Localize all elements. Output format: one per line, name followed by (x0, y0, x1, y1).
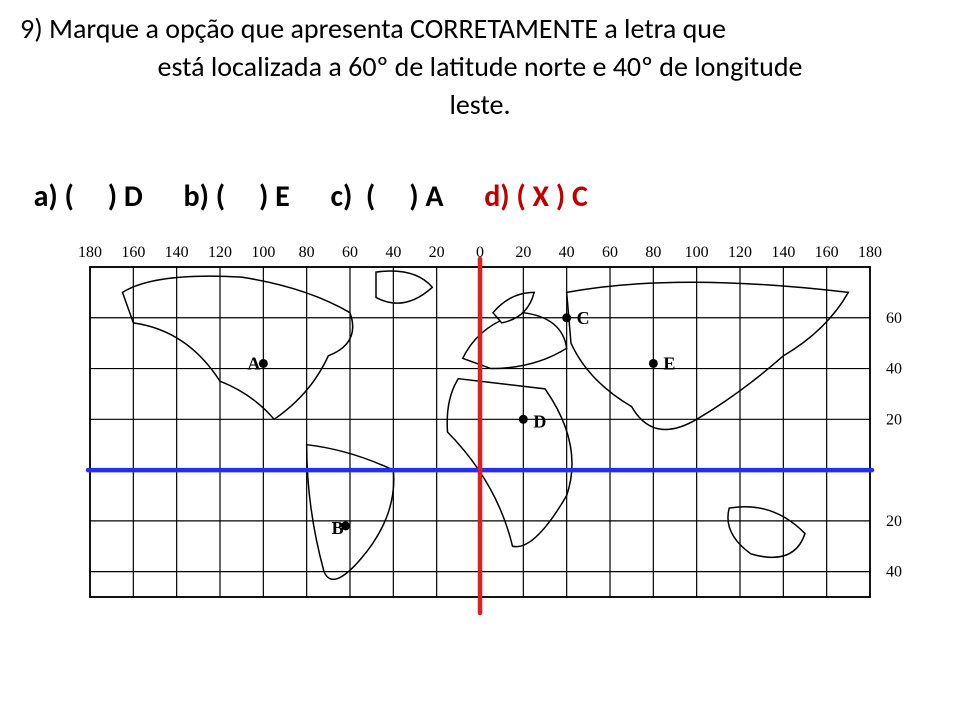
option-d: d) ( X ) C (484, 178, 588, 215)
svg-text:20: 20 (886, 513, 902, 530)
svg-text:C: C (577, 308, 590, 328)
option-b: b) ( ) E (184, 178, 290, 215)
svg-text:80: 80 (645, 244, 661, 261)
svg-text:180: 180 (78, 244, 102, 261)
svg-text:E: E (663, 354, 675, 374)
svg-text:180: 180 (858, 244, 882, 261)
question-line1: Marque a opção que apresenta CORRETAMENT… (49, 11, 726, 46)
svg-text:160: 160 (815, 244, 839, 261)
svg-text:40: 40 (559, 244, 575, 261)
svg-text:20: 20 (515, 244, 531, 261)
svg-text:60: 60 (886, 310, 902, 327)
svg-text:100: 100 (251, 244, 275, 261)
svg-text:20: 20 (886, 412, 902, 429)
svg-text:120: 120 (208, 244, 232, 261)
svg-text:D: D (533, 412, 546, 432)
svg-text:0: 0 (476, 244, 484, 261)
svg-text:60: 60 (342, 244, 358, 261)
question-number: 9) (20, 11, 43, 46)
svg-text:40: 40 (385, 244, 401, 261)
question-line3: leste. (449, 87, 510, 122)
svg-text:140: 140 (165, 244, 189, 261)
svg-text:100: 100 (685, 244, 709, 261)
svg-text:40: 40 (886, 361, 902, 378)
svg-text:A: A (247, 354, 260, 374)
question-line2: está localizada a 60º de latitude norte … (158, 49, 803, 84)
svg-text:140: 140 (771, 244, 795, 261)
svg-text:60: 60 (602, 244, 618, 261)
question-text: 9) Marque a opção que apresenta CORRETAM… (20, 10, 940, 123)
svg-text:40: 40 (886, 564, 902, 581)
svg-text:20: 20 (429, 244, 445, 261)
answer-options: a) ( ) D b) ( ) E c) ( ) A d) ( X ) C (20, 141, 940, 215)
world-map: 180 160 140 120 100 80 60 40 20 0 20 40 60 80 100 120 14… (40, 237, 920, 617)
svg-text:160: 160 (121, 244, 145, 261)
svg-text:120: 120 (728, 244, 752, 261)
option-c: c) ( ) A (330, 178, 443, 215)
svg-text:80: 80 (299, 244, 315, 261)
option-a: a) ( ) D (34, 178, 143, 215)
svg-text:B: B (332, 518, 344, 538)
